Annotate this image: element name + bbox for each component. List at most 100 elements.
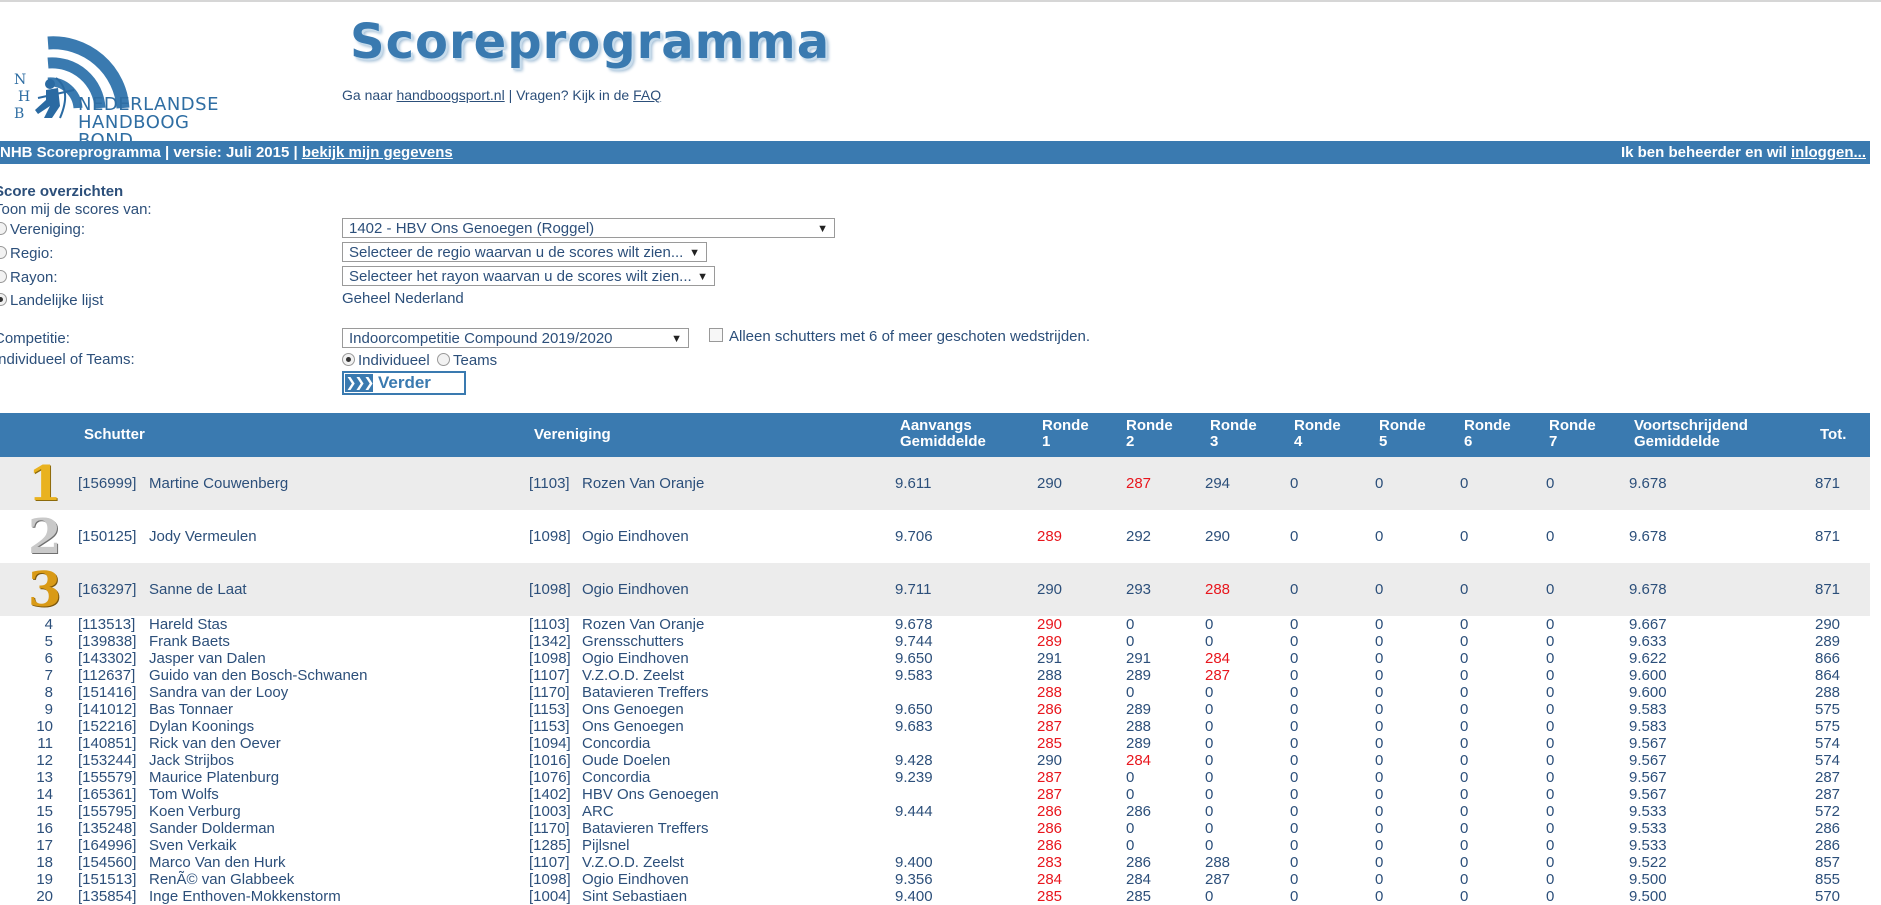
col-ronde-1[interactable]: Ronde 1 [1042, 418, 1089, 450]
alleen-checkbox[interactable] [709, 328, 723, 342]
ronde-7-cell: 0 [1546, 735, 1554, 752]
ronde-2-cell: 0 [1126, 786, 1134, 803]
col-schutter[interactable]: Schutter [84, 427, 145, 443]
col-ronde-label: Ronde [1549, 418, 1596, 434]
vereniging-select[interactable]: 1402 - HBV Ons Genoegen (Roggel) ▼ [342, 218, 835, 238]
aanvangs-cell: 9.400 [895, 854, 933, 871]
col-ronde-4[interactable]: Ronde 4 [1294, 418, 1341, 450]
ronde-4-cell: 0 [1290, 803, 1298, 820]
aanvangs-cell: 9.611 [895, 475, 931, 492]
individueel-option[interactable]: Individueel [342, 352, 430, 369]
voortschrijdend-cell: 9.678 [1629, 581, 1667, 598]
ronde-7-cell: 0 [1546, 854, 1554, 871]
ronde-7-cell: 0 [1546, 871, 1554, 888]
ronde-2-cell: 0 [1126, 684, 1134, 701]
competitie-select[interactable]: Indoorcompetitie Compound 2019/2020 ▼ [342, 328, 689, 348]
rank-medal-icon: 1 [28, 460, 61, 508]
schutter-id-cell: [151416] [78, 684, 136, 701]
handboogsport-link[interactable]: handboogsport.nl [396, 87, 504, 103]
chevron-down-icon: ▼ [697, 267, 708, 287]
rank-cell: 7 [0, 667, 53, 684]
col-vereniging[interactable]: Vereniging [534, 427, 611, 443]
ronde-1-cell: 287 [1037, 786, 1062, 803]
faq-link[interactable]: FAQ [633, 87, 661, 103]
ronde-5-cell: 0 [1375, 871, 1383, 888]
ronde-5-cell: 0 [1375, 581, 1383, 598]
schutter-id-cell: [151513] [78, 871, 136, 888]
ronde-3-cell: 0 [1205, 837, 1213, 854]
login-link[interactable]: inloggen... [1791, 144, 1866, 161]
alleen-option[interactable]: Alleen schutters met 6 of meer geschoten… [709, 328, 1090, 345]
voortschrijdend-cell: 9.533 [1629, 803, 1667, 820]
verder-button[interactable]: ❯❯❯ Verder [342, 371, 466, 395]
ronde-6-cell: 0 [1460, 735, 1468, 752]
ronde-5-cell: 0 [1375, 752, 1383, 769]
vereniging-id-cell: [1076] [529, 769, 571, 786]
ronde-1-cell: 286 [1037, 837, 1062, 854]
col-ronde-6[interactable]: Ronde 6 [1464, 418, 1511, 450]
vereniging-id-cell: [1170] [529, 820, 570, 837]
admin-login: Ik ben beheerder en wil inloggen... [1621, 141, 1866, 164]
col-totaal[interactable]: Tot. [1820, 427, 1846, 443]
col-ronde-2[interactable]: Ronde 2 [1126, 418, 1173, 450]
ronde-6-cell: 0 [1460, 667, 1468, 684]
ronde-4-cell: 0 [1290, 633, 1298, 650]
form-heading: Score overzichten [0, 183, 123, 200]
totaal-cell: 286 [1815, 820, 1840, 837]
admin-text: Ik ben beheerder en wil [1621, 144, 1791, 161]
rayon-option[interactable]: Rayon: [0, 269, 58, 286]
aanvangs-cell: 9.650 [895, 650, 933, 667]
competitie-value: Indoorcompetitie Compound 2019/2020 [349, 330, 613, 347]
schutter-id-cell: [113513] [78, 616, 135, 633]
schutter-name-cell: Sanne de Laat [149, 581, 247, 598]
col-voortschrijdend[interactable]: Voortschrijdend Gemiddelde [1634, 418, 1748, 450]
ronde-2-cell: 287 [1126, 475, 1151, 492]
col-ronde-7[interactable]: Ronde 7 [1549, 418, 1596, 450]
rank-cell: 4 [0, 616, 53, 633]
ronde-4-cell: 0 [1290, 752, 1298, 769]
nhb-logo[interactable]: N H B NEDERLANDSE HANDBOOG BOND [8, 18, 238, 133]
regio-select[interactable]: Selecteer de regio waarvan u de scores w… [342, 242, 707, 262]
regio-option[interactable]: Regio: [0, 245, 53, 262]
individueel-radio[interactable] [342, 353, 355, 366]
rayon-select[interactable]: Selecteer het rayon waarvan u de scores … [342, 266, 715, 286]
vereniging-option[interactable]: Vereniging: [0, 221, 85, 238]
ronde-7-cell: 0 [1546, 837, 1554, 854]
schutter-id-cell: [152216] [78, 718, 136, 735]
col-aanvangs[interactable]: Aanvangs Gemiddelde [900, 418, 986, 450]
col-ronde-num: 4 [1294, 434, 1341, 450]
vereniging-radio[interactable] [0, 222, 7, 235]
chevron-down-icon: ▼ [817, 219, 828, 239]
col-ronde-3[interactable]: Ronde 3 [1210, 418, 1257, 450]
ronde-2-cell: 284 [1126, 752, 1151, 769]
ronde-7-cell: 0 [1546, 752, 1554, 769]
logo-letter-b: B [14, 106, 30, 123]
ronde-3-cell: 0 [1205, 820, 1213, 837]
ronde-1-cell: 285 [1037, 888, 1062, 905]
rayon-radio[interactable] [0, 270, 7, 283]
teams-option[interactable]: Teams [437, 352, 497, 369]
landelijk-radio[interactable] [0, 293, 7, 306]
schutter-id-cell: [154560] [78, 854, 136, 871]
rank-cell: 19 [0, 871, 53, 888]
landelijk-option[interactable]: Landelijke lijst [0, 292, 103, 309]
schutter-id-cell: [164996] [78, 837, 136, 854]
teams-radio[interactable] [437, 353, 450, 366]
vereniging-name-cell: Batavieren Treffers [582, 820, 708, 837]
ronde-1-cell: 287 [1037, 718, 1062, 735]
ronde-5-cell: 0 [1375, 718, 1383, 735]
ronde-1-cell: 289 [1037, 528, 1062, 545]
my-details-link[interactable]: bekijk mijn gegevens [302, 144, 453, 161]
chevron-down-icon: ▼ [689, 243, 700, 263]
ronde-5-cell: 0 [1375, 888, 1383, 905]
col-ronde-5[interactable]: Ronde 5 [1379, 418, 1426, 450]
col-ronde-label: Ronde [1042, 418, 1089, 434]
totaal-cell: 570 [1815, 888, 1840, 905]
col-aanvangs-line2: Gemiddelde [900, 434, 986, 450]
ronde-4-cell: 0 [1290, 667, 1298, 684]
regio-radio[interactable] [0, 246, 7, 259]
ronde-2-cell: 0 [1126, 837, 1134, 854]
schutter-name-cell: Bas Tonnaer [149, 701, 233, 718]
totaal-cell: 871 [1815, 528, 1840, 545]
vereniging-name-cell: Pijlsnel [582, 837, 630, 854]
